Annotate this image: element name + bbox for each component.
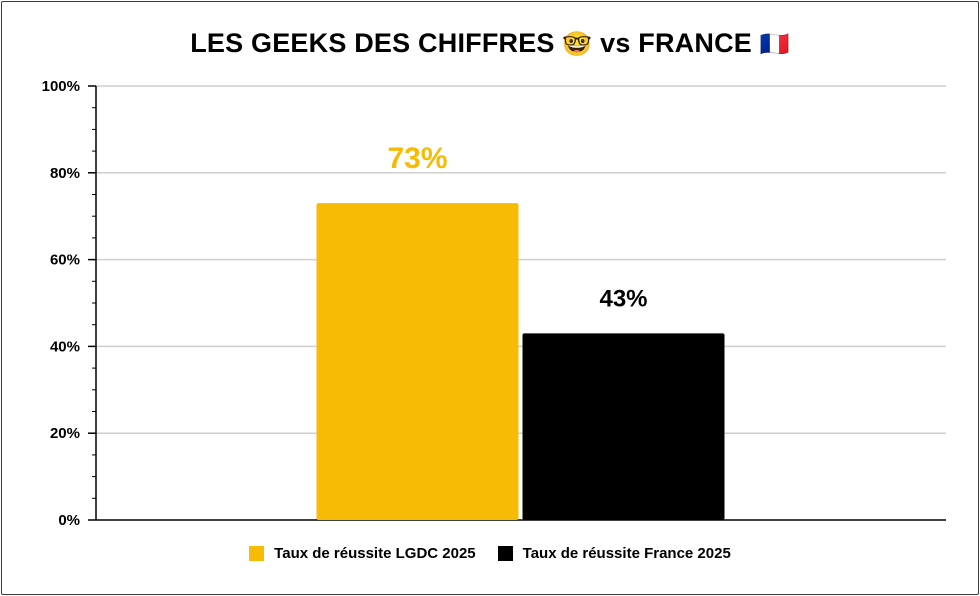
y-tick-label: 40%	[50, 338, 80, 355]
bar-0	[316, 203, 519, 520]
y-tick-label: 100%	[42, 78, 80, 95]
legend-label-france: Taux de réussite France 2025	[522, 545, 731, 562]
bar-value-label-1: 43%	[599, 285, 647, 312]
bar-value-label-0: 73%	[387, 142, 447, 175]
legend-swatch-lgdc	[249, 546, 265, 561]
chart-title: LES GEEKS DES CHIFFRES 🤓 vs FRANCE 🇫🇷	[0, 28, 980, 59]
y-tick-label: 60%	[50, 252, 80, 269]
title-text: LES GEEKS DES CHIFFRES	[190, 28, 555, 58]
france-flag-icon: 🇫🇷	[759, 30, 790, 58]
legend-swatch-france	[497, 546, 513, 561]
y-tick-label: 20%	[50, 425, 80, 442]
y-tick-label: 80%	[50, 165, 80, 182]
legend: Taux de réussite LGDC 2025 Taux de réuss…	[0, 545, 980, 562]
nerd-face-icon: 🤓	[562, 30, 593, 58]
legend-label-lgdc: Taux de réussite LGDC 2025	[274, 545, 476, 562]
legend-item-lgdc: Taux de réussite LGDC 2025	[249, 545, 476, 562]
bar-1	[522, 333, 725, 520]
legend-item-france: Taux de réussite France 2025	[497, 545, 731, 562]
title-vs: vs FRANCE	[600, 28, 752, 58]
y-tick-label: 0%	[58, 512, 80, 529]
